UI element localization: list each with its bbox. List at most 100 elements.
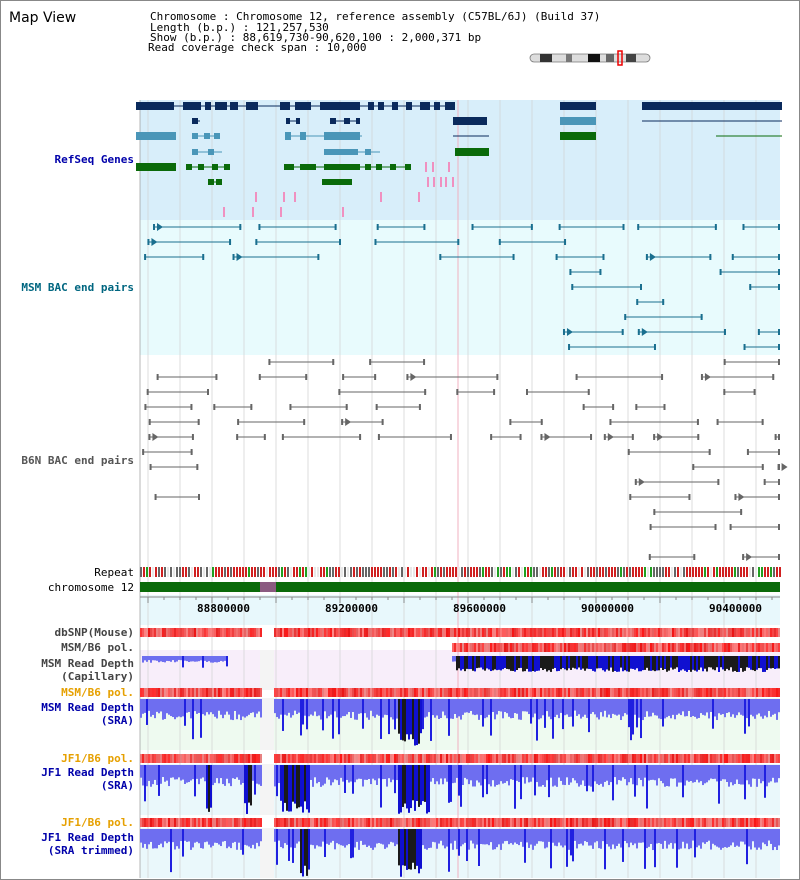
polymorphism-cell — [752, 688, 754, 697]
polymorphism-cell — [290, 688, 292, 697]
depth-bar — [530, 656, 532, 672]
depth-bar — [180, 829, 182, 842]
depth-bar — [258, 765, 260, 785]
polymorphism-cell — [360, 818, 362, 827]
polymorphism-cell — [768, 688, 770, 697]
depth-bar — [414, 765, 416, 811]
bac-end — [778, 434, 780, 440]
depth-bar — [618, 656, 620, 672]
polymorphism-cell — [610, 628, 612, 637]
polymorphism-cell — [408, 688, 410, 697]
polymorphism-cell — [550, 818, 552, 827]
depth-bar — [390, 699, 392, 718]
depth-bar — [232, 829, 234, 843]
depth-bar — [410, 699, 412, 735]
polymorphism-cell — [146, 818, 148, 827]
gene-exon — [208, 149, 214, 155]
depth-bar — [674, 765, 676, 779]
depth-bar — [648, 699, 650, 717]
depth-bar — [738, 699, 740, 713]
polymorphism-cell — [598, 754, 600, 763]
polymorphism-cell — [256, 628, 258, 637]
polymorphism-cell — [524, 818, 526, 827]
repeat-mark — [536, 567, 538, 577]
depth-bar — [626, 765, 628, 786]
depth-bar — [344, 829, 346, 848]
depth-bar — [202, 699, 204, 715]
depth-bar — [718, 829, 720, 848]
depth-bar — [456, 829, 458, 850]
polymorphism-cell — [662, 754, 664, 763]
gene-exon — [738, 120, 740, 122]
polymorphism-cell — [388, 818, 390, 827]
depth-bar — [728, 765, 730, 787]
depth-bar — [486, 699, 488, 718]
chromosome-ideogram[interactable] — [529, 50, 651, 66]
polymorphism-cell — [332, 818, 334, 827]
polymorphism-cell — [316, 628, 318, 637]
polymorphism-cell — [438, 754, 440, 763]
polymorphism-cell — [252, 818, 254, 827]
repeat-mark — [584, 567, 586, 577]
depth-bar — [200, 829, 202, 849]
polymorphism-cell — [602, 688, 604, 697]
polymorphism-cell — [474, 688, 476, 697]
polymorphism-cell — [544, 643, 546, 652]
polymorphism-cell — [764, 818, 766, 827]
polymorphism-cell — [654, 643, 656, 652]
polymorphism-cell — [642, 818, 644, 827]
depth-bar — [488, 699, 490, 715]
depth-bar — [676, 765, 678, 787]
depth-bar — [338, 765, 340, 785]
polymorphism-cell — [162, 628, 164, 637]
depth-bar — [406, 765, 408, 809]
polymorphism-cell — [282, 818, 284, 827]
bac-arrow — [641, 328, 648, 336]
polymorphism-cell — [166, 818, 168, 827]
repeat-mark — [221, 567, 223, 577]
depth-bar — [162, 656, 164, 663]
polymorphism-cell — [412, 818, 414, 827]
polymorphism-cell — [418, 818, 420, 827]
depth-bar — [306, 765, 308, 810]
depth-bar — [532, 765, 534, 778]
depth-bar — [580, 656, 582, 670]
polymorphism-cell — [578, 754, 580, 763]
bac-end — [587, 389, 590, 395]
polymorphism-cell — [334, 754, 336, 763]
polymorphism-cell — [374, 754, 376, 763]
polymorphism-cell — [542, 688, 544, 697]
polymorphism-cell — [144, 818, 146, 827]
depth-bar — [176, 656, 178, 662]
polymorphism-cell — [236, 818, 238, 827]
depth-bar — [220, 699, 222, 715]
polymorphism-cell — [376, 688, 378, 697]
polymorphism-cell — [608, 818, 610, 827]
depth-bar — [176, 699, 178, 718]
polymorphism-cell — [770, 628, 772, 637]
repeat-mark — [689, 567, 691, 577]
repeat-mark — [422, 567, 424, 577]
polymorphism-cell — [434, 754, 436, 763]
polymorphism-cell — [722, 754, 724, 763]
polymorphism-cell — [520, 628, 522, 637]
depth-bar — [484, 699, 486, 719]
polymorphism-cell — [312, 688, 314, 697]
depth-bar — [652, 765, 654, 780]
depth-bar — [164, 765, 166, 782]
depth-bar — [184, 656, 186, 661]
polymorphism-cell — [664, 818, 666, 827]
polymorphism-cell — [188, 688, 190, 697]
polymorphism-cell — [746, 628, 748, 637]
depth-bar — [692, 699, 694, 717]
polymorphism-cell — [482, 628, 484, 637]
depth-bar — [706, 829, 708, 843]
depth-bar — [594, 656, 596, 672]
polymorphism-cell — [700, 754, 702, 763]
depth-bar — [706, 656, 708, 672]
depth-bar — [722, 699, 724, 715]
bac-end — [268, 359, 271, 365]
repeat-mark — [551, 567, 553, 577]
depth-bar — [764, 699, 766, 716]
